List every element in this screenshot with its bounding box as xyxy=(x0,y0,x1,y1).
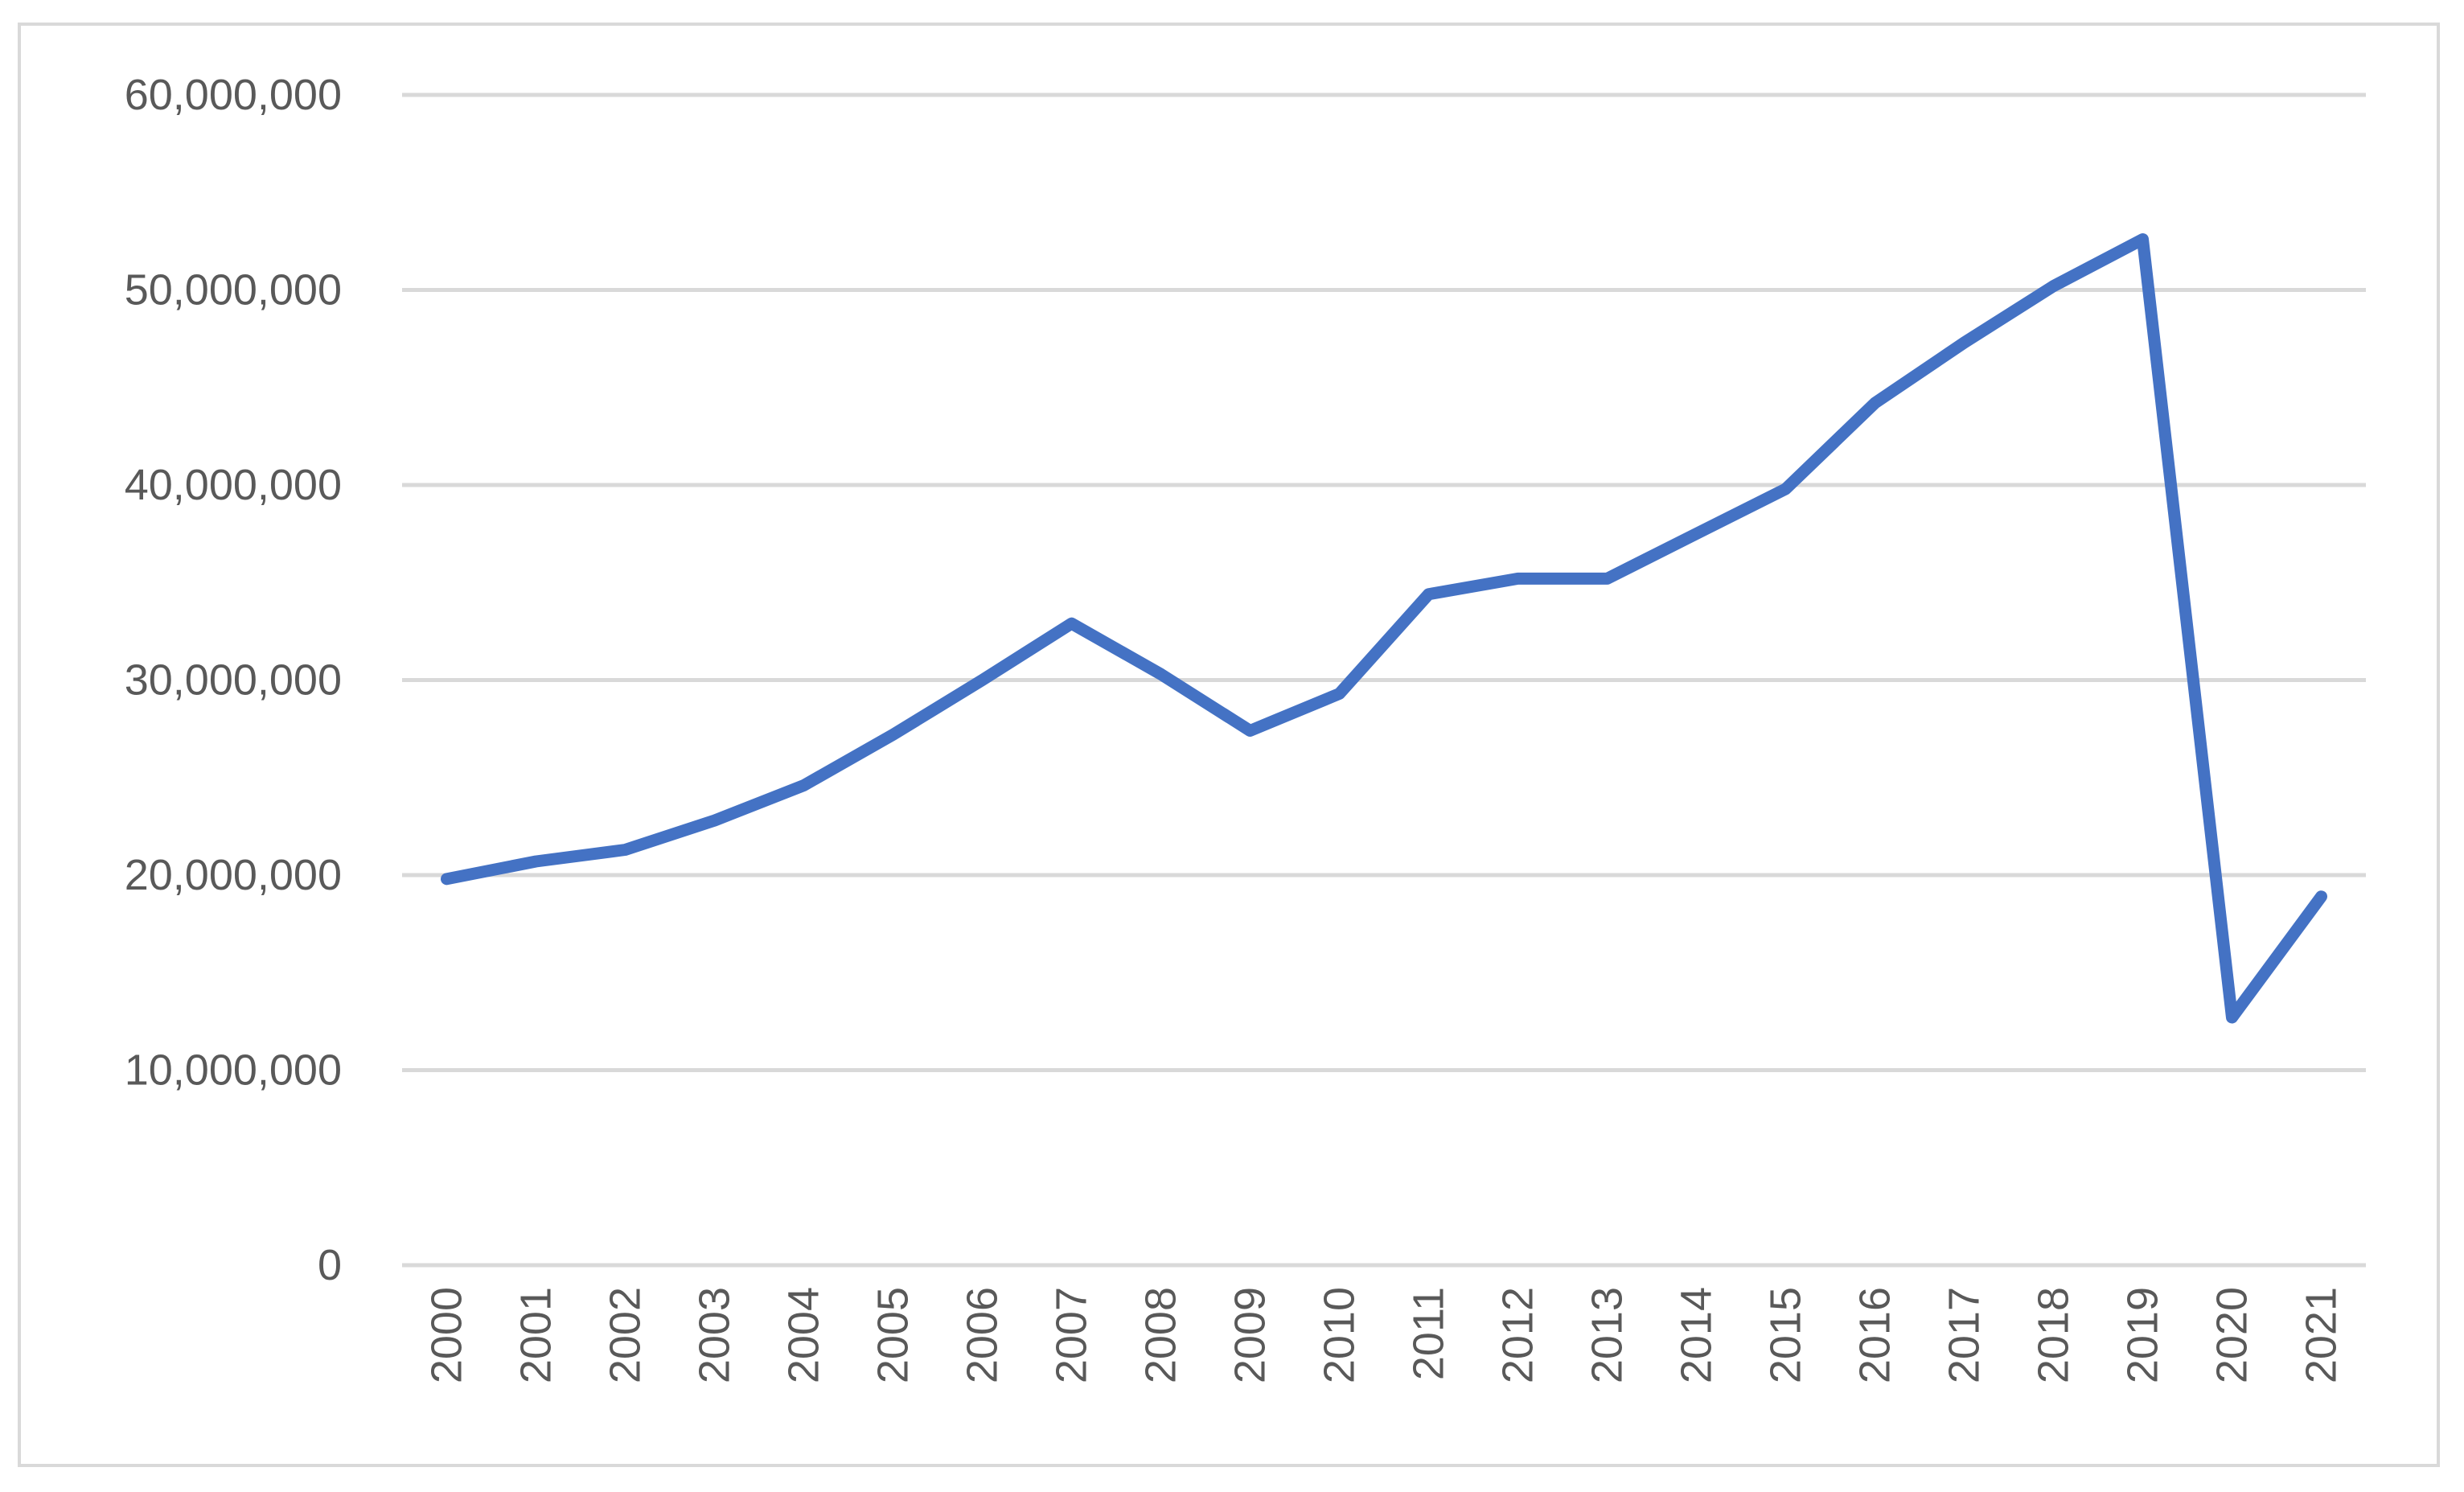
y-tick-label: 50,000,000 xyxy=(125,266,342,314)
x-tick-label: 2011 xyxy=(1405,1287,1453,1380)
y-tick-label: 60,000,000 xyxy=(125,71,342,119)
x-tick-label: 2002 xyxy=(602,1287,650,1383)
x-tick-label: 2007 xyxy=(1048,1287,1096,1383)
y-axis: 0 10,000,000 20,000,000 30,000,000 40,000,00… xyxy=(125,71,342,1289)
x-tick-label: 2014 xyxy=(1673,1287,1721,1383)
y-tick-label: 40,000,000 xyxy=(125,461,342,509)
data-point xyxy=(1427,593,1430,595)
data-point xyxy=(713,820,716,822)
data-point xyxy=(1784,487,1787,490)
x-tick-label: 2010 xyxy=(1316,1287,1364,1383)
data-point xyxy=(1963,342,1965,343)
x-tick-label: 2012 xyxy=(1494,1287,1542,1383)
series-line xyxy=(441,233,2327,1024)
x-tick-label: 2008 xyxy=(1137,1287,1185,1383)
data-point xyxy=(1695,532,1698,535)
data-point xyxy=(1338,693,1341,695)
data-point xyxy=(1070,623,1073,625)
data-point xyxy=(1874,402,1876,405)
x-tick-label: 2021 xyxy=(2298,1287,2346,1383)
data-point xyxy=(803,784,805,787)
x-tick-label: 2016 xyxy=(1851,1287,1899,1383)
chart-area xyxy=(18,23,2440,1467)
data-point xyxy=(446,878,448,880)
x-tick-label: 2015 xyxy=(1762,1287,1810,1383)
x-tick-label: 2005 xyxy=(869,1287,918,1383)
x-tick-label: 2019 xyxy=(2119,1287,2167,1383)
data-point xyxy=(892,734,894,736)
data-point xyxy=(2142,238,2144,240)
x-axis: 2000 2001 2002 2003 2004 2005 2006 2007 2008 2009… xyxy=(423,1287,2346,1383)
x-tick-label: 2020 xyxy=(2208,1287,2257,1383)
y-tick-label: 30,000,000 xyxy=(125,656,342,705)
x-tick-label: 2001 xyxy=(512,1287,561,1383)
data-point xyxy=(1160,673,1162,676)
data-point xyxy=(2320,895,2322,898)
x-tick-label: 2000 xyxy=(423,1287,471,1383)
y-tick-label: 10,000,000 xyxy=(125,1046,342,1095)
data-point xyxy=(2231,1017,2233,1018)
series-layer xyxy=(441,233,2327,1024)
data-point xyxy=(1249,730,1251,732)
x-tick-label: 2013 xyxy=(1583,1287,1632,1383)
x-tick-label: 2009 xyxy=(1226,1287,1275,1383)
x-tick-label: 2018 xyxy=(2030,1287,2078,1383)
x-tick-label: 2006 xyxy=(959,1287,1007,1383)
data-point xyxy=(624,849,626,851)
data-point xyxy=(535,861,537,862)
data-point xyxy=(2052,285,2055,287)
y-tick-label: 20,000,000 xyxy=(125,851,342,899)
x-tick-label: 2004 xyxy=(780,1287,828,1383)
data-point xyxy=(1517,577,1519,580)
y-tick-label: 0 xyxy=(318,1241,342,1289)
data-point xyxy=(1606,577,1608,580)
data-point xyxy=(981,679,984,681)
x-tick-label: 2017 xyxy=(1940,1287,1989,1383)
x-tick-label: 2003 xyxy=(691,1287,739,1383)
